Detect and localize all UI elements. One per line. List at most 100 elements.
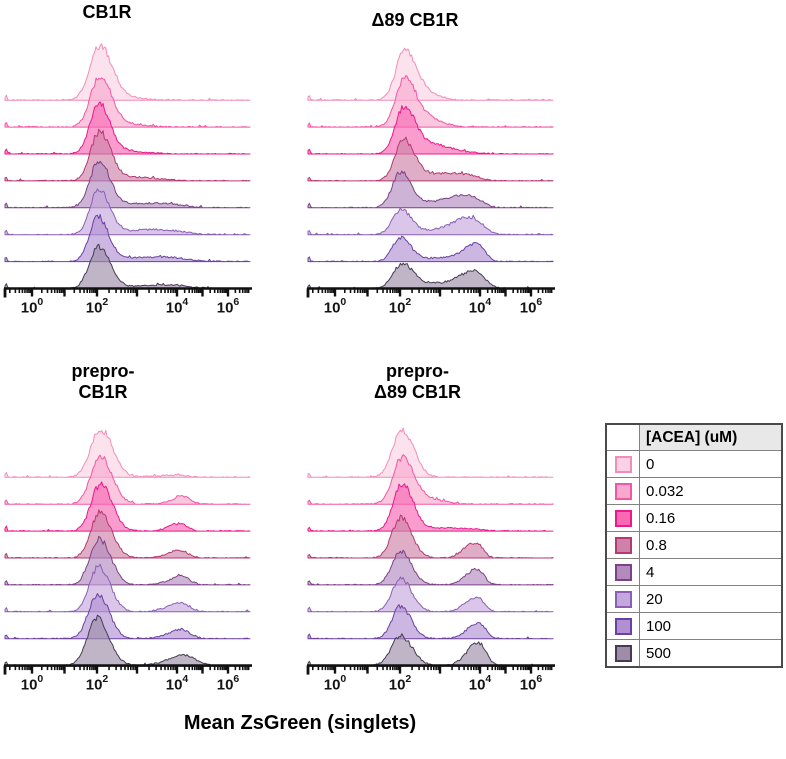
panel-title-prepro-d89-cb1r: prepro- Δ89 CB1R [305, 361, 530, 403]
histogram-row-100uM [4, 214, 251, 263]
histogram-row-20uM [307, 207, 554, 236]
x-tick-label: 100 [324, 673, 347, 694]
legend-swatch [614, 509, 632, 527]
legend-swatch-cell [607, 613, 640, 639]
legend-swatch-cell [607, 451, 640, 477]
legend-row-0uM: 0 [607, 450, 781, 477]
histogram-row-0uM [4, 43, 251, 101]
legend-label: 0.032 [640, 478, 781, 504]
legend-swatch-cell [607, 532, 640, 558]
legend-row-0.032uM: 0.032 [607, 477, 781, 504]
histogram-row-0.8uM [307, 136, 554, 182]
x-tick-label: 104 [469, 296, 492, 317]
histogram-row-0.16uM [307, 483, 554, 532]
histogram-row-0.16uM [4, 481, 251, 532]
panel-title-line: CB1R [82, 2, 132, 22]
histogram-row-4uM [307, 170, 554, 209]
x-tick-label: 100 [21, 296, 44, 317]
x-tick-label: 106 [217, 296, 240, 317]
legend-header-row: [ACEA] (uM) [607, 425, 781, 450]
panel-plot-3: 100 102 104 106 [306, 427, 555, 694]
legend-swatch-cell [607, 640, 640, 666]
panel-title-d89-cb1r: Δ89 CB1R [310, 10, 520, 31]
legend-swatch-cell [607, 559, 640, 585]
legend-swatch [614, 455, 632, 473]
legend-label: 0 [640, 451, 781, 477]
histogram-row-500uM [4, 614, 251, 667]
histogram-row-20uM [307, 576, 554, 613]
histogram-row-100uM [4, 593, 251, 640]
legend-swatch-cell [607, 478, 640, 504]
legend-swatch [614, 482, 632, 500]
histogram-row-0uM [4, 429, 251, 478]
histogram-row-20uM [4, 563, 251, 613]
panel-title-line: CB1R [78, 382, 128, 402]
legend-row-100uM: 100 [607, 612, 781, 639]
legend-header-swatch-cell [607, 425, 640, 450]
legend-row-0.8uM: 0.8 [607, 531, 781, 558]
panel-title-line: prepro- [386, 361, 449, 381]
legend-row-500uM: 500 [607, 639, 781, 666]
panel-title-line: Δ89 CB1R [374, 382, 461, 402]
x-tick-label: 100 [324, 296, 347, 317]
legend-swatch [614, 644, 632, 662]
legend-label: 4 [640, 559, 781, 585]
histogram-row-100uM [307, 235, 554, 263]
x-tick-label: 102 [86, 296, 109, 317]
x-tick-label: 100 [21, 673, 44, 694]
histogram-row-4uM [4, 535, 251, 586]
panel-plot-1: 100 102 104 106 [306, 47, 555, 317]
histogram-row-0.8uM [307, 514, 554, 559]
histogram-row-100uM [307, 604, 554, 640]
histogram-row-0.8uM [4, 509, 251, 559]
legend-table: [ACEA] (uM) 0 0.032 0.16 0.8 4 20 100 500 [605, 423, 783, 668]
histogram-row-0.032uM [4, 454, 251, 505]
histogram-row-0.16uM [4, 101, 251, 155]
x-tick-label: 102 [86, 673, 109, 694]
panel-plot-0: 100 102 104 106 [3, 43, 252, 317]
legend-swatch [614, 617, 632, 635]
legend-label: 100 [640, 613, 781, 639]
x-axis-label: Mean ZsGreen (singlets) [183, 712, 417, 734]
histogram-row-0uM [307, 47, 554, 101]
legend-label: 0.8 [640, 532, 781, 558]
panel-title-prepro-cb1r: prepro- CB1R [3, 361, 203, 403]
x-tick-label: 106 [520, 296, 543, 317]
histogram-row-500uM [307, 262, 554, 289]
x-tick-label: 104 [166, 296, 189, 317]
panel-plot-2: 100 102 104 106 [3, 429, 252, 694]
legend-swatch [614, 590, 632, 608]
legend-row-0.16uM: 0.16 [607, 504, 781, 531]
histogram-row-0.032uM [307, 454, 554, 505]
legend-swatch [614, 563, 632, 581]
legend-label: 500 [640, 640, 781, 666]
x-tick-label: 104 [166, 673, 189, 694]
panel-title-line: Δ89 CB1R [371, 10, 459, 30]
legend-swatch-cell [607, 505, 640, 531]
panel-title-line: prepro- [71, 361, 135, 381]
legend-label: 0.16 [640, 505, 781, 531]
histogram-row-4uM [307, 549, 554, 586]
x-tick-label: 106 [217, 673, 240, 694]
panel-title-cb1r: CB1R [7, 2, 207, 23]
histogram-row-0.032uM [4, 77, 251, 128]
legend-swatch [614, 536, 632, 554]
histogram-row-0.032uM [307, 74, 554, 128]
legend-row-20uM: 20 [607, 585, 781, 612]
x-tick-label: 104 [469, 673, 492, 694]
legend-header-label: [ACEA] (uM) [640, 425, 781, 450]
histogram-row-0.16uM [307, 105, 554, 155]
histogram-row-20uM [4, 188, 251, 236]
histogram-row-4uM [4, 160, 251, 209]
legend-label: 20 [640, 586, 781, 612]
legend-row-4uM: 4 [607, 558, 781, 585]
x-tick-label: 102 [389, 296, 412, 317]
histogram-row-0.8uM [4, 128, 251, 182]
histogram-row-500uM [4, 243, 251, 289]
histogram-row-0uM [307, 427, 554, 478]
x-tick-label: 106 [520, 673, 543, 694]
legend-swatch-cell [607, 586, 640, 612]
x-tick-label: 102 [389, 673, 412, 694]
